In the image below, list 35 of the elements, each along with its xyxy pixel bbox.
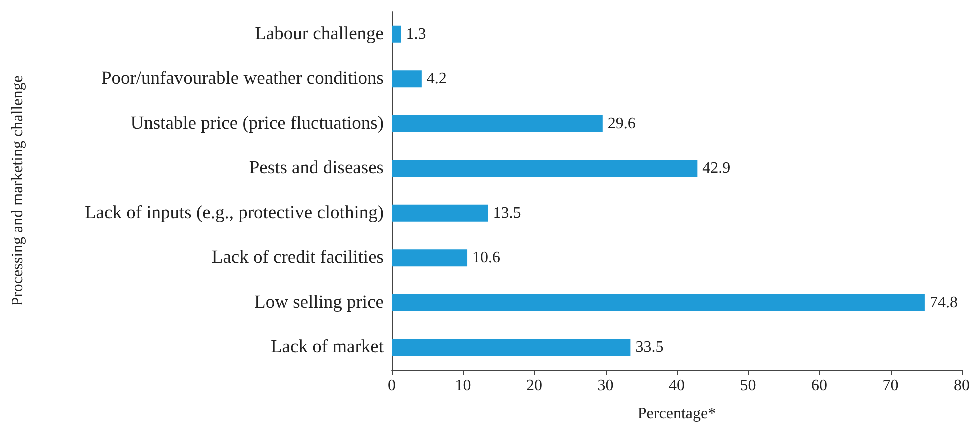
y-tick-label: Poor/unfavourable weather conditions xyxy=(101,69,384,90)
y-tick-label: Labour challenge xyxy=(255,24,384,44)
y-axis-title: Processing and marketing challenge xyxy=(10,76,26,306)
bar xyxy=(392,204,488,222)
data-label: 29.6 xyxy=(608,115,636,132)
y-tick-label: Lack of credit facilities xyxy=(212,248,384,268)
x-tick-label: 10 xyxy=(455,378,472,394)
y-tick-label: Pests and diseases xyxy=(249,158,384,179)
bar xyxy=(392,294,925,312)
bar xyxy=(392,70,422,88)
y-tick-label: Low selling price xyxy=(254,292,384,313)
x-tick-label: 60 xyxy=(812,378,828,394)
data-label: 74.8 xyxy=(930,294,958,312)
x-tick-label: 50 xyxy=(740,378,756,394)
bar xyxy=(392,339,631,356)
y-tick-label: Lack of market xyxy=(271,338,385,358)
x-tick-label: 0 xyxy=(388,378,396,394)
x-tick-label: 40 xyxy=(669,378,685,394)
data-label: 1.3 xyxy=(406,26,426,43)
data-label: 33.5 xyxy=(636,339,664,356)
x-tick-label: 20 xyxy=(526,378,542,394)
x-axis-title: Percentage* xyxy=(638,406,716,422)
data-label: 42.9 xyxy=(702,160,731,178)
y-tick-label: Unstable price (price fluctuations) xyxy=(130,114,384,134)
data-label: 13.5 xyxy=(493,204,522,222)
bar xyxy=(392,160,698,178)
bar xyxy=(392,115,603,132)
bar xyxy=(392,26,402,43)
data-label: 4.2 xyxy=(426,70,447,88)
y-tick-label: Lack of inputs (e.g., protective clothing) xyxy=(85,203,384,224)
x-tick-label: 30 xyxy=(598,378,614,394)
data-label: 10.6 xyxy=(472,250,501,267)
x-tick-label: 70 xyxy=(882,378,899,394)
x-tick-label: 80 xyxy=(954,378,970,394)
bar xyxy=(392,250,468,267)
